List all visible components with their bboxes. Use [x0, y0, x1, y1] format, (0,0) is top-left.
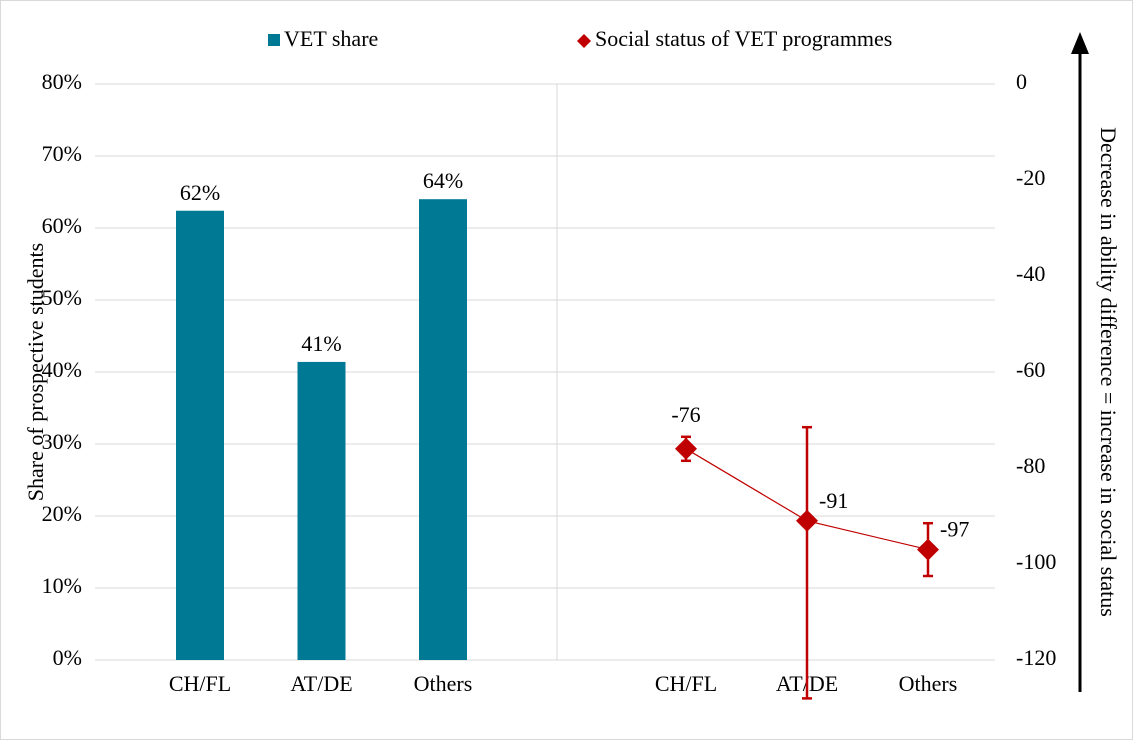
legend-swatch [577, 34, 591, 48]
y-tick-label: 50% [42, 285, 82, 310]
x-tick-label: CH/FL [655, 671, 717, 696]
y-tick-label: 20% [42, 501, 82, 526]
y2-tick-label: -20 [1016, 165, 1045, 190]
y-tick-label: 40% [42, 357, 82, 382]
marker [917, 538, 939, 561]
y2-tick-label: 0 [1016, 69, 1027, 94]
y2-tick-label: -100 [1016, 549, 1056, 574]
marker [675, 437, 697, 460]
y-tick-label: 60% [42, 213, 82, 238]
data-label: 41% [301, 331, 341, 356]
y-tick-label: 70% [42, 141, 82, 166]
legend-label: Social status of VET programmes [595, 26, 892, 51]
y2-tick-label: -60 [1016, 357, 1045, 382]
y2-axis-label: Decrease in ability difference = increas… [1096, 127, 1121, 617]
y2-tick-label: -120 [1016, 645, 1056, 670]
y2-tick-label: -80 [1016, 453, 1045, 478]
data-label: -76 [671, 402, 700, 427]
bar [419, 199, 467, 660]
data-label: 64% [423, 168, 463, 193]
x-tick-label: CH/FL [169, 671, 231, 696]
bar [297, 361, 346, 660]
axis-arrow-head [1071, 32, 1089, 54]
y2-tick-label: -40 [1016, 261, 1045, 286]
legend-label: VET share [284, 26, 378, 51]
x-tick-label: Others [899, 671, 958, 696]
legend-swatch [268, 34, 280, 46]
marker [796, 509, 818, 532]
y-tick-label: 0% [53, 645, 82, 670]
data-label: -91 [819, 488, 848, 513]
y-tick-label: 80% [42, 69, 82, 94]
x-tick-label: AT/DE [290, 671, 352, 696]
x-tick-label: Others [414, 671, 473, 696]
bar [176, 210, 224, 660]
data-label: 62% [180, 180, 220, 205]
y-tick-label: 10% [42, 573, 82, 598]
y-tick-label: 30% [42, 429, 82, 454]
data-label: -97 [940, 517, 969, 542]
y-axis-label: Share of prospective students [23, 243, 48, 501]
